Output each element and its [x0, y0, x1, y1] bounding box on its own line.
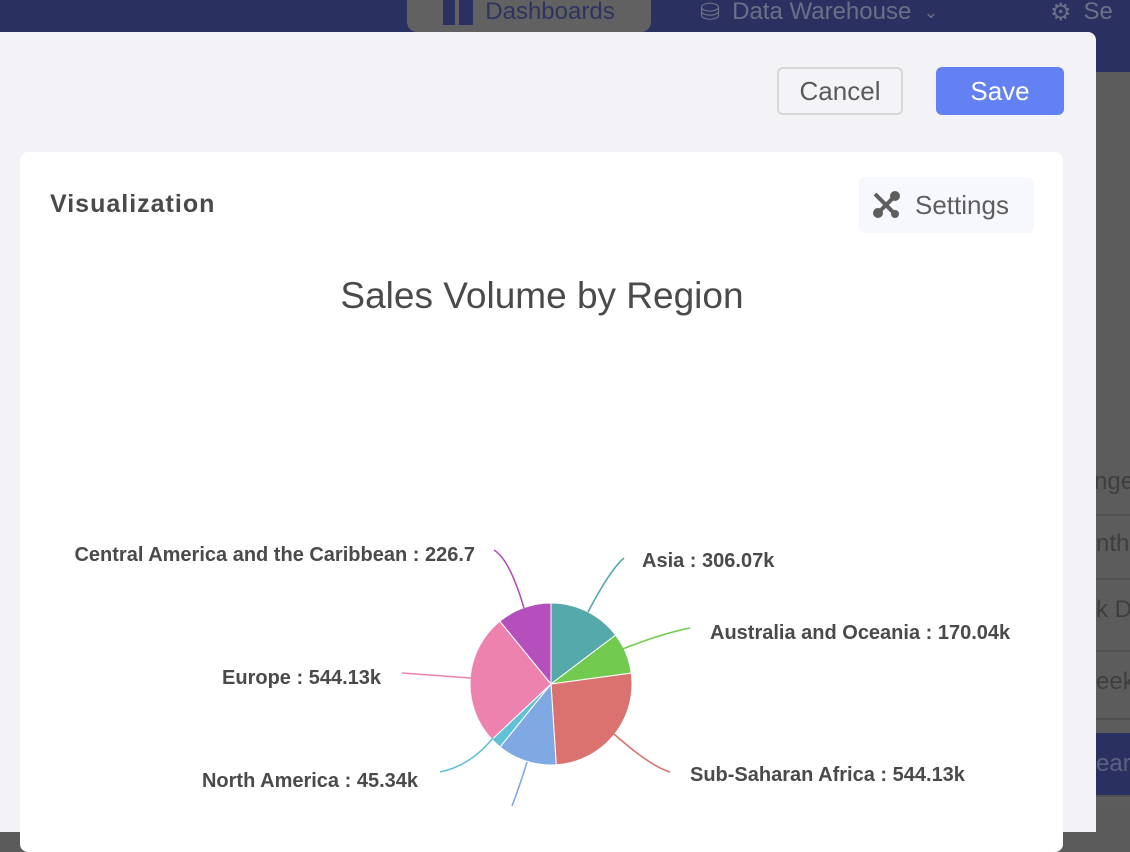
- leader-line: [493, 549, 525, 609]
- leader-line: [619, 627, 691, 651]
- data-label: North America : 45.34k: [202, 770, 419, 792]
- chevron-down-icon: ⌄: [923, 1, 939, 22]
- background-row: nth: [1096, 530, 1130, 580]
- pie-slice[interactable]: [499, 682, 557, 766]
- data-label: Europe : 544.13k: [222, 667, 382, 689]
- save-button[interactable]: Save: [936, 67, 1064, 115]
- data-label: Sub-Saharan Africa : 544.13k: [690, 764, 966, 786]
- background-row: eek: [1096, 668, 1130, 720]
- database-user-icon: ⛁: [700, 0, 721, 26]
- leader-line: [439, 737, 494, 773]
- background-row: nge: [1096, 468, 1130, 516]
- tools-icon: [873, 191, 900, 218]
- pie-slice[interactable]: [550, 602, 617, 686]
- background-page: [1096, 72, 1130, 806]
- leader-line: [613, 733, 671, 773]
- settings-button[interactable]: Settings: [859, 177, 1034, 233]
- chart-title: Sales Volume by Region: [340, 275, 743, 316]
- background-row: k D: [1096, 596, 1130, 652]
- nav-settings[interactable]: ⚙ Se: [1050, 0, 1113, 32]
- data-label: Australia and Oceania : 170.04k: [710, 622, 1011, 644]
- leader-line: [511, 761, 528, 806]
- leader-line: [401, 672, 472, 679]
- pie-slice[interactable]: [550, 672, 633, 766]
- nav-dashboards[interactable]: Dashboards: [407, 0, 651, 32]
- data-label: Asia : 306.07k: [642, 550, 775, 572]
- nav-label: Data Warehouse: [732, 0, 912, 25]
- background-button: ear: [1096, 733, 1130, 797]
- pie-chart: Sales Volume by Region Asia : 306.07k Aus…: [74, 275, 1011, 806]
- settings-label: Settings: [915, 189, 1009, 220]
- gear-icon: ⚙: [1050, 0, 1072, 26]
- cancel-button[interactable]: Cancel: [777, 67, 903, 115]
- card-title: Visualization: [50, 190, 216, 218]
- nav-label: Dashboards: [485, 0, 615, 25]
- nav-data-warehouse[interactable]: ⛁ Data Warehouse ⌄: [700, 0, 938, 32]
- nav-label: Se: [1083, 0, 1113, 25]
- dashboard-icon: [443, 0, 474, 25]
- data-label: Central America and the Caribbean : 226.…: [74, 544, 475, 566]
- leader-line: [587, 557, 625, 613]
